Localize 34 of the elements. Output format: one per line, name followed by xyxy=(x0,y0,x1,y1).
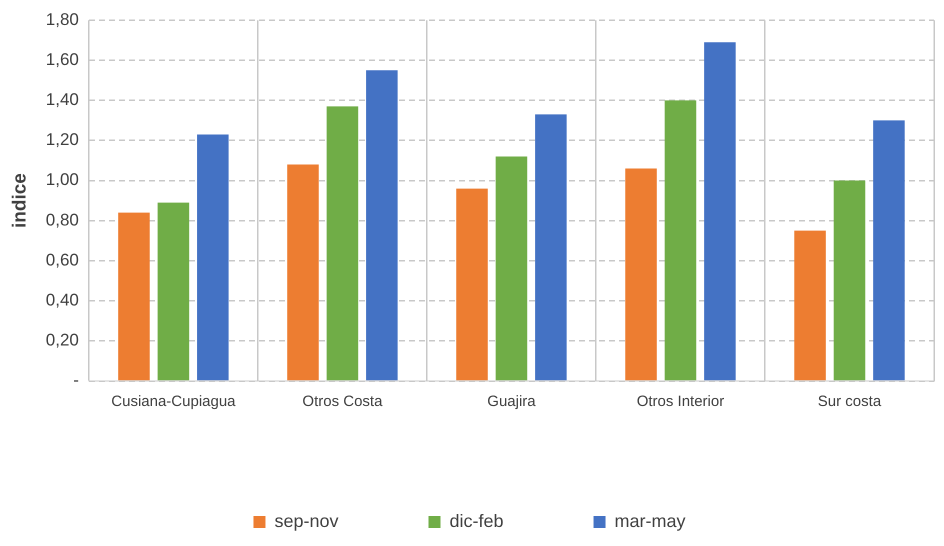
y-tick-label: 1,00 xyxy=(46,170,79,190)
y-tick-label: 0,80 xyxy=(46,210,79,230)
bar xyxy=(664,100,696,380)
legend-label: mar-may xyxy=(614,510,686,531)
bar xyxy=(366,70,398,380)
bar xyxy=(704,42,736,380)
bar xyxy=(873,120,905,380)
bar xyxy=(834,180,866,380)
x-tick-label: Sur costa xyxy=(818,393,882,410)
x-tick-label: Otros Interior xyxy=(636,393,724,410)
bar xyxy=(326,106,358,380)
y-axis-title: indice xyxy=(10,173,31,228)
bar xyxy=(287,164,319,380)
y-tick-label: 0,40 xyxy=(46,290,79,310)
x-tick-label: Otros Costa xyxy=(302,393,384,410)
y-tick-label: 1,80 xyxy=(46,10,79,29)
bar xyxy=(625,168,657,380)
bar xyxy=(794,230,826,380)
y-tick-label: 1,60 xyxy=(46,50,79,69)
bar xyxy=(197,134,229,380)
bar xyxy=(496,156,528,380)
bar xyxy=(158,202,190,380)
x-tick-label: Guajira xyxy=(487,393,536,410)
legend-label: sep-nov xyxy=(274,510,339,531)
y-tick-label: 1,20 xyxy=(46,130,79,150)
bar xyxy=(456,188,488,380)
legend-label: dic-feb xyxy=(450,510,504,531)
y-tick-label: 1,40 xyxy=(46,90,79,110)
y-tick-label: 0,20 xyxy=(46,330,79,350)
y-tick-label: 0,60 xyxy=(46,250,79,270)
bar xyxy=(535,114,567,380)
y-tick-label: - xyxy=(73,370,79,390)
bar xyxy=(118,212,150,380)
x-tick-label: Cusiana-Cupiagua xyxy=(111,393,236,410)
